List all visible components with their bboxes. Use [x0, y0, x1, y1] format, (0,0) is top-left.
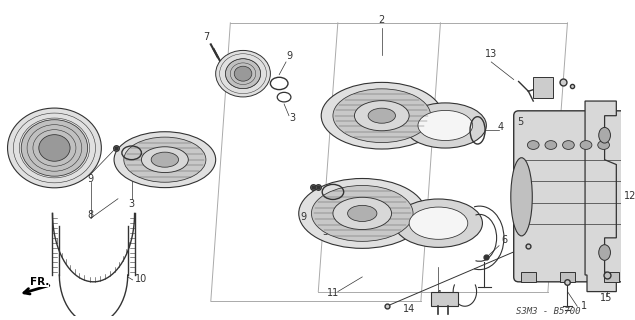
Text: 9: 9 — [300, 212, 307, 222]
Text: S3M3 - B5700: S3M3 - B5700 — [516, 307, 580, 316]
FancyBboxPatch shape — [514, 111, 635, 282]
Text: 14: 14 — [403, 304, 415, 314]
Ellipse shape — [311, 186, 413, 241]
Ellipse shape — [225, 59, 260, 89]
Text: 5: 5 — [518, 117, 523, 127]
Ellipse shape — [368, 108, 396, 123]
Ellipse shape — [394, 199, 483, 247]
Text: 9: 9 — [88, 174, 93, 184]
Ellipse shape — [333, 197, 392, 229]
Ellipse shape — [124, 137, 206, 182]
Ellipse shape — [151, 152, 178, 167]
Bar — [533, 76, 553, 98]
Text: 11: 11 — [327, 287, 339, 298]
Text: 10: 10 — [135, 274, 147, 284]
Text: 6: 6 — [501, 235, 507, 245]
Text: 12: 12 — [624, 191, 635, 201]
Ellipse shape — [409, 207, 468, 239]
Text: FR.: FR. — [30, 277, 50, 287]
Ellipse shape — [321, 82, 443, 149]
Text: 3: 3 — [322, 227, 328, 237]
Text: 3: 3 — [128, 199, 135, 209]
Ellipse shape — [528, 140, 539, 149]
Ellipse shape — [333, 89, 431, 143]
Text: 4: 4 — [498, 122, 504, 132]
Ellipse shape — [39, 135, 70, 161]
Polygon shape — [585, 101, 617, 292]
Ellipse shape — [563, 140, 574, 149]
Ellipse shape — [142, 147, 189, 172]
Ellipse shape — [354, 101, 409, 131]
Ellipse shape — [114, 132, 216, 188]
Ellipse shape — [599, 245, 610, 260]
Ellipse shape — [580, 140, 592, 149]
Ellipse shape — [545, 140, 557, 149]
Text: 15: 15 — [600, 293, 613, 303]
Ellipse shape — [404, 103, 486, 148]
Ellipse shape — [599, 127, 610, 143]
Text: 1: 1 — [581, 301, 587, 311]
Text: 3: 3 — [289, 113, 295, 123]
Ellipse shape — [347, 205, 377, 221]
Bar — [559, 272, 575, 282]
Ellipse shape — [234, 66, 252, 81]
Ellipse shape — [216, 51, 271, 97]
Text: 7: 7 — [203, 32, 209, 43]
Ellipse shape — [8, 108, 102, 188]
Text: 2: 2 — [378, 15, 385, 25]
Text: 9: 9 — [286, 51, 292, 61]
Text: 13: 13 — [485, 49, 497, 59]
Ellipse shape — [511, 158, 532, 236]
Text: 8: 8 — [88, 210, 93, 220]
Bar — [521, 272, 536, 282]
Bar — [431, 292, 458, 306]
Ellipse shape — [21, 120, 88, 176]
Ellipse shape — [298, 179, 426, 248]
Text: 4: 4 — [436, 291, 441, 300]
Ellipse shape — [598, 140, 610, 149]
Bar — [604, 272, 619, 282]
Ellipse shape — [418, 110, 472, 140]
